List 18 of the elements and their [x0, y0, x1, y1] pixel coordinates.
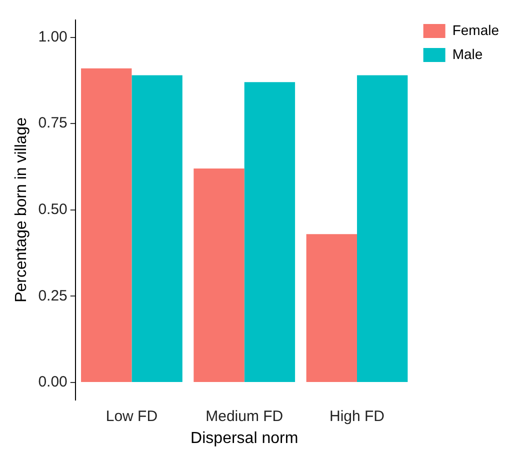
bar [306, 234, 357, 382]
y-tick-label: 0.25 [38, 287, 68, 304]
legend-label: Male [452, 46, 483, 62]
y-axis-title: Percentage born in village [13, 117, 30, 302]
bar [244, 82, 296, 382]
x-tick-label: Medium FD [206, 408, 284, 425]
y-tick-label: 0.75 [38, 114, 68, 132]
x-tick-label: High FD [329, 408, 385, 425]
x-tick-label: Low FD [106, 408, 158, 425]
y-tick-label: 0.50 [38, 201, 68, 218]
bar [356, 75, 408, 382]
y-tick-label: 0.00 [38, 374, 68, 391]
x-axis-title: Dispersal norm [190, 430, 298, 447]
bar [132, 75, 182, 382]
legend-label: Female [452, 22, 500, 38]
y-tick-label: 1.00 [38, 28, 68, 46]
bar [81, 68, 132, 382]
bar [194, 168, 244, 382]
